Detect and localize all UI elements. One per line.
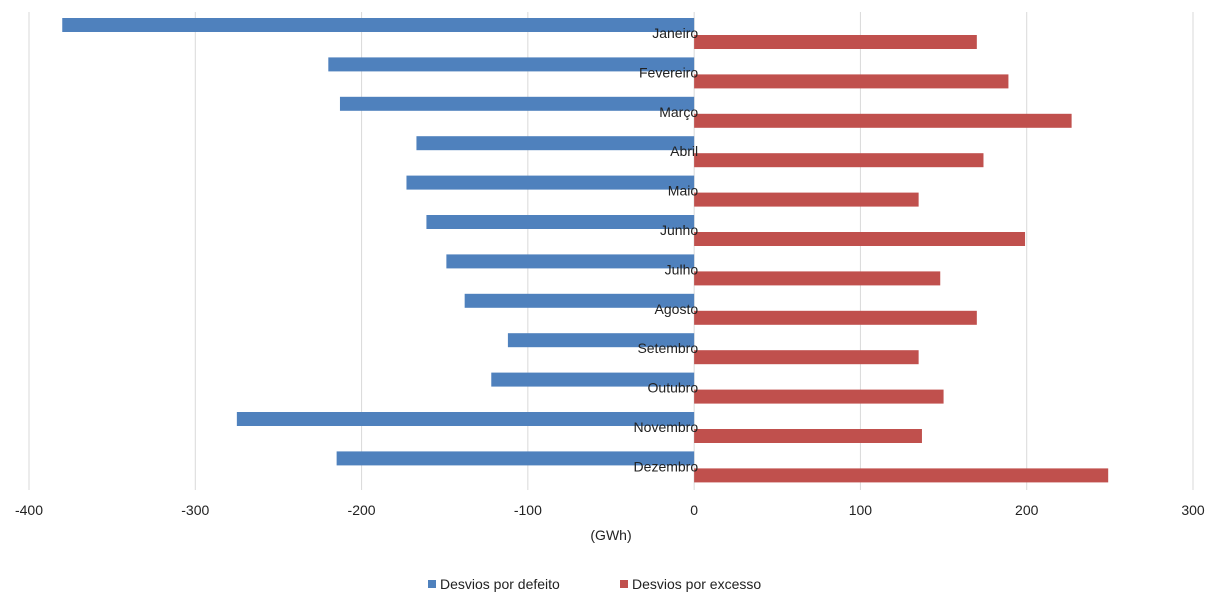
bar-desvios-por-defeito [62, 18, 695, 32]
bar-desvios-por-excesso [694, 232, 1026, 246]
category-label: Outubro [648, 380, 699, 396]
bar-desvios-por-defeito [416, 136, 695, 151]
legend-label-defeito: Desvios por defeito [440, 576, 560, 592]
category-labels: Janeiro Fevereiro Março Abril Maio Junho Julho… [634, 25, 699, 474]
bar-desvios-por-excesso [694, 429, 922, 443]
category-label: Dezembro [634, 458, 699, 474]
category-label: Junho [660, 222, 698, 238]
legend-swatch-excesso [620, 580, 628, 588]
bar-desvios-por-defeito [406, 175, 695, 190]
bars [62, 18, 1109, 483]
bar-desvios-por-defeito [507, 333, 695, 348]
category-label: Agosto [655, 301, 699, 317]
bar-desvios-por-defeito [426, 215, 695, 229]
x-tick-label: -400 [15, 502, 43, 518]
legend-swatch-defeito [428, 580, 436, 588]
x-tick-label: 0 [690, 502, 698, 518]
category-label: Julho [665, 261, 699, 277]
category-label: Janeiro [652, 25, 698, 41]
x-tick-label: 300 [1181, 502, 1205, 518]
bar-desvios-por-excesso [694, 113, 1072, 128]
legend-label-excesso: Desvios por excesso [632, 576, 761, 592]
x-axis-title: (GWh) [590, 527, 631, 543]
bar-desvios-por-defeito [464, 293, 695, 308]
bar-desvios-por-defeito [236, 412, 695, 426]
bar-desvios-por-defeito [339, 96, 695, 111]
bar-desvios-por-excesso [694, 389, 944, 404]
bar-desvios-por-defeito [328, 57, 695, 72]
bar-desvios-por-defeito [446, 254, 695, 269]
category-label: Fevereiro [639, 64, 698, 80]
x-axis-ticks: -400 -300 -200 -100 0 100 200 300 [15, 502, 1205, 518]
category-label: Março [659, 104, 698, 120]
legend: Desvios por defeito Desvios por excesso [428, 576, 761, 592]
x-tick-label: -100 [514, 502, 542, 518]
category-label: Setembro [637, 340, 698, 356]
bar-desvios-por-excesso [694, 350, 919, 365]
x-tick-label: 100 [849, 502, 873, 518]
category-label: Novembro [634, 419, 699, 435]
bar-desvios-por-excesso [694, 310, 977, 325]
x-tick-label: 200 [1015, 502, 1039, 518]
bar-desvios-por-excesso [694, 153, 984, 168]
category-label: Maio [668, 183, 699, 199]
category-label: Abril [670, 143, 698, 159]
bar-desvios-por-defeito [336, 451, 695, 466]
x-tick-label: -200 [348, 502, 376, 518]
bar-desvios-por-excesso [694, 35, 977, 49]
bar-desvios-por-excesso [694, 192, 919, 207]
bar-desvios-por-excesso [694, 74, 1009, 89]
gridlines [28, 12, 1194, 490]
bar-desvios-por-excesso [694, 271, 941, 286]
x-tick-label: -300 [181, 502, 209, 518]
bar-desvios-por-excesso [694, 468, 1109, 483]
bar-desvios-por-defeito [491, 372, 695, 387]
